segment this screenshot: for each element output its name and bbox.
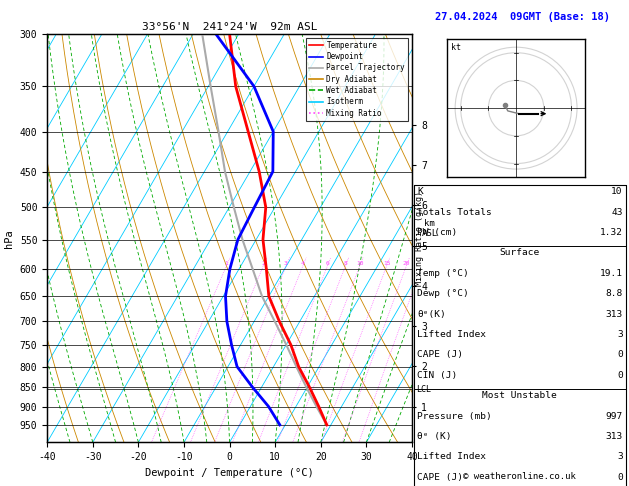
Text: 313: 313 [606, 310, 623, 319]
Text: 27.04.2024  09GMT (Base: 18): 27.04.2024 09GMT (Base: 18) [435, 12, 610, 22]
Text: Surface: Surface [500, 248, 540, 258]
Text: Mixing Ratio (g/kg): Mixing Ratio (g/kg) [415, 191, 424, 286]
Text: 20: 20 [403, 261, 410, 266]
Text: 15: 15 [383, 261, 391, 266]
Text: 0: 0 [617, 371, 623, 380]
Text: 1.32: 1.32 [599, 228, 623, 237]
Text: 2: 2 [261, 261, 265, 266]
Text: K: K [417, 187, 423, 196]
Text: 0: 0 [617, 473, 623, 482]
Text: 3: 3 [617, 452, 623, 462]
Text: θᵉ (K): θᵉ (K) [417, 432, 452, 441]
Y-axis label: hPa: hPa [4, 229, 14, 247]
Text: 1: 1 [225, 261, 228, 266]
Text: Temp (°C): Temp (°C) [417, 269, 469, 278]
Text: LCL: LCL [416, 384, 431, 394]
Text: kt: kt [451, 43, 461, 52]
Text: 8.8: 8.8 [606, 289, 623, 298]
Text: Lifted Index: Lifted Index [417, 452, 486, 462]
Text: 313: 313 [606, 432, 623, 441]
Text: 33°56'N  241°24'W  92m ASL: 33°56'N 241°24'W 92m ASL [142, 21, 318, 32]
Text: 6: 6 [325, 261, 329, 266]
Text: 10: 10 [356, 261, 364, 266]
Text: 997: 997 [606, 412, 623, 421]
Text: 0: 0 [617, 350, 623, 360]
Text: CIN (J): CIN (J) [417, 371, 457, 380]
Text: 19.1: 19.1 [599, 269, 623, 278]
Text: 3: 3 [284, 261, 288, 266]
Y-axis label: km
ASL: km ASL [421, 219, 438, 238]
Text: 10: 10 [611, 187, 623, 196]
Text: 8: 8 [343, 261, 347, 266]
Legend: Temperature, Dewpoint, Parcel Trajectory, Dry Adiabat, Wet Adiabat, Isotherm, Mi: Temperature, Dewpoint, Parcel Trajectory… [306, 38, 408, 121]
Text: 43: 43 [611, 208, 623, 217]
Text: PW (cm): PW (cm) [417, 228, 457, 237]
Text: Dewp (°C): Dewp (°C) [417, 289, 469, 298]
Text: © weatheronline.co.uk: © weatheronline.co.uk [464, 472, 576, 481]
Text: Most Unstable: Most Unstable [482, 391, 557, 400]
Text: 3: 3 [617, 330, 623, 339]
Text: CAPE (J): CAPE (J) [417, 473, 463, 482]
Text: Lifted Index: Lifted Index [417, 330, 486, 339]
Text: 4: 4 [301, 261, 304, 266]
Text: Pressure (mb): Pressure (mb) [417, 412, 492, 421]
X-axis label: Dewpoint / Temperature (°C): Dewpoint / Temperature (°C) [145, 468, 314, 478]
Text: Totals Totals: Totals Totals [417, 208, 492, 217]
Text: θᵉ(K): θᵉ(K) [417, 310, 446, 319]
Text: CAPE (J): CAPE (J) [417, 350, 463, 360]
